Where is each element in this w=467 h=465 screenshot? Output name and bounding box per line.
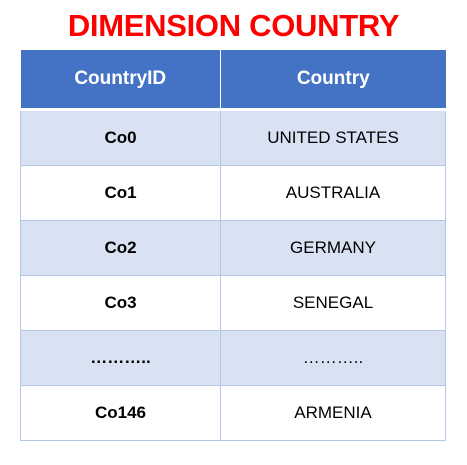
country-id-cell: Co2 (20, 220, 221, 276)
column-header-countryid: CountryID (20, 50, 221, 111)
dimension-country-table: CountryID Country Co0 UNITED STATES Co1 … (20, 50, 446, 441)
country-name-cell: ARMENIA (220, 385, 446, 441)
table-row: Co0 UNITED STATES (20, 109, 446, 166)
table-row: Co146 ARMENIA (20, 385, 446, 441)
column-header-country: Country (220, 50, 446, 111)
country-name-cell: SENEGAL (220, 275, 446, 331)
table-row: Co1 AUSTRALIA (20, 165, 446, 221)
country-id-cell: Co0 (20, 109, 221, 166)
country-id-cell: Co3 (20, 275, 221, 331)
country-id-cell: Co1 (20, 165, 221, 221)
page-title: DIMENSION COUNTRY (67, 8, 400, 43)
table-row: Co3 SENEGAL (20, 275, 446, 331)
table-row-ellipsis: ……….. ……….. (20, 330, 446, 386)
country-name-cell: AUSTRALIA (220, 165, 446, 221)
country-name-cell: ……….. (220, 330, 446, 386)
country-name-cell: GERMANY (220, 220, 446, 276)
table-row: Co2 GERMANY (20, 220, 446, 276)
table-header-row: CountryID Country (20, 50, 446, 111)
country-id-cell: ……….. (20, 330, 221, 386)
country-id-cell: Co146 (20, 385, 221, 441)
country-name-cell: UNITED STATES (220, 109, 446, 166)
